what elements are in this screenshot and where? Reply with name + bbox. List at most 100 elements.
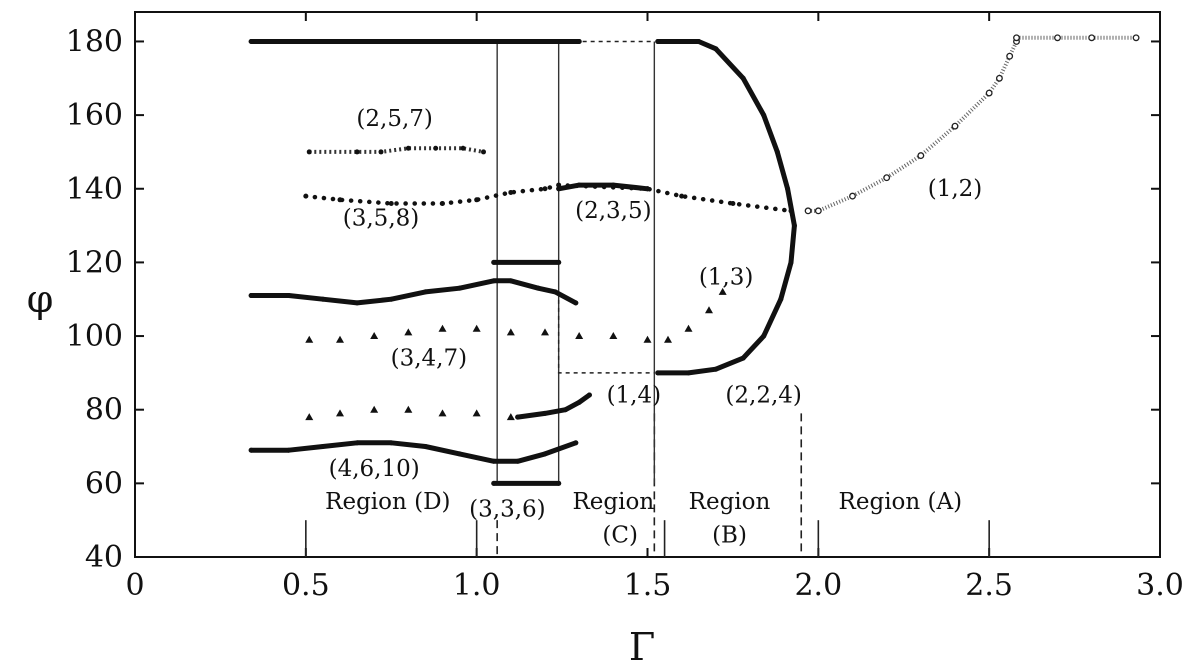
data-point	[457, 451, 463, 457]
data-point	[883, 174, 891, 182]
data-point	[336, 335, 344, 343]
annotation-label: Region (D)	[325, 489, 450, 515]
data-point	[573, 440, 579, 446]
data-point	[586, 392, 592, 398]
data-point	[535, 285, 541, 291]
data-point	[995, 74, 1003, 82]
data-point	[404, 405, 413, 413]
data-point	[320, 296, 326, 302]
data-point	[440, 200, 445, 206]
dashed-link	[557, 291, 655, 374]
data-point	[556, 182, 562, 188]
annotation-label: (2,2,4)	[725, 382, 801, 408]
data-point	[740, 355, 746, 361]
series-line	[515, 392, 592, 420]
data-point	[791, 223, 797, 229]
data-point	[985, 89, 993, 97]
x-tick-label: 0	[125, 568, 144, 603]
data-point	[491, 480, 497, 486]
series-line	[309, 146, 484, 154]
annotation-label: (1,3)	[699, 265, 754, 291]
data-point	[248, 293, 254, 299]
data-point	[552, 289, 558, 295]
y-tick-label: 160	[66, 98, 123, 133]
x-tick-label: 3.0	[1136, 568, 1184, 603]
x-tick-label: 1.0	[453, 568, 501, 603]
data-point	[460, 145, 466, 151]
x-tick-label: 0.5	[282, 568, 330, 603]
data-point	[645, 186, 650, 192]
data-point	[506, 328, 515, 336]
data-point	[405, 145, 411, 151]
data-point	[506, 413, 515, 421]
data-point	[713, 46, 719, 52]
data-point	[515, 458, 521, 464]
data-point	[336, 409, 344, 417]
series-8	[248, 278, 579, 306]
data-point	[1013, 34, 1020, 42]
data-point	[705, 306, 713, 314]
data-point	[556, 259, 562, 265]
data-point	[354, 149, 360, 155]
data-point	[388, 200, 394, 206]
series-line	[808, 40, 1019, 213]
plot-frame	[134, 11, 1161, 558]
series-2	[248, 38, 582, 44]
data-point	[248, 38, 254, 44]
data-point	[404, 328, 413, 336]
annotation-label: Region (A)	[839, 489, 963, 515]
y-tick-label: 80	[85, 393, 123, 428]
data-point	[1006, 52, 1014, 60]
plot-area: 0 0.5 1.0 1.5 2.0 2.5 3.0 40 60 80 100 120 140 160 180…	[66, 11, 1184, 603]
annotation-label: (2,3,5)	[575, 198, 651, 224]
annotation-label: Region	[572, 489, 654, 515]
data-point	[643, 335, 652, 343]
series-1-2	[804, 38, 1020, 215]
data-point	[804, 207, 812, 215]
series-3-5-8	[303, 182, 794, 214]
annotation-label: (1,2)	[928, 176, 983, 202]
y-tick-label: 180	[66, 24, 123, 59]
data-point	[849, 192, 856, 200]
data-point	[785, 186, 791, 192]
x-axis-title: Γ	[629, 625, 655, 668]
series-3-4-7	[305, 324, 652, 343]
annotation-label: (3,5,8)	[343, 206, 419, 232]
data-point	[306, 149, 312, 155]
data-point	[774, 149, 780, 155]
data-point	[370, 332, 379, 340]
data-point	[1132, 34, 1140, 42]
y-tick-label: 60	[85, 466, 123, 501]
data-point	[718, 287, 727, 295]
data-point	[730, 200, 736, 206]
data-point	[542, 186, 548, 192]
data-point	[286, 293, 292, 299]
data-point	[696, 38, 702, 44]
y-tick-label: 140	[66, 172, 123, 207]
data-point	[515, 414, 521, 420]
series-line	[248, 278, 579, 306]
data-point	[370, 405, 379, 413]
data-point	[542, 410, 548, 416]
series-4-6-10	[248, 440, 579, 464]
series-12	[305, 405, 515, 421]
series-1	[1013, 34, 1140, 42]
data-point	[556, 480, 562, 486]
data-point	[422, 289, 428, 295]
annotation-label: (C)	[602, 522, 638, 548]
y-tick-label: 120	[66, 245, 123, 280]
annotation-label: (1,4)	[607, 382, 662, 408]
series-2-5-7	[306, 145, 486, 155]
data-point	[788, 259, 794, 265]
series-2-2-4	[655, 38, 797, 376]
data-point	[814, 207, 822, 215]
data-point	[388, 296, 394, 302]
data-point	[664, 335, 672, 343]
data-point	[457, 285, 463, 291]
data-point	[1088, 34, 1096, 42]
data-point	[472, 409, 481, 417]
data-point	[305, 335, 314, 343]
data-point	[541, 328, 549, 336]
data-point	[576, 38, 582, 44]
data-point	[422, 444, 428, 450]
